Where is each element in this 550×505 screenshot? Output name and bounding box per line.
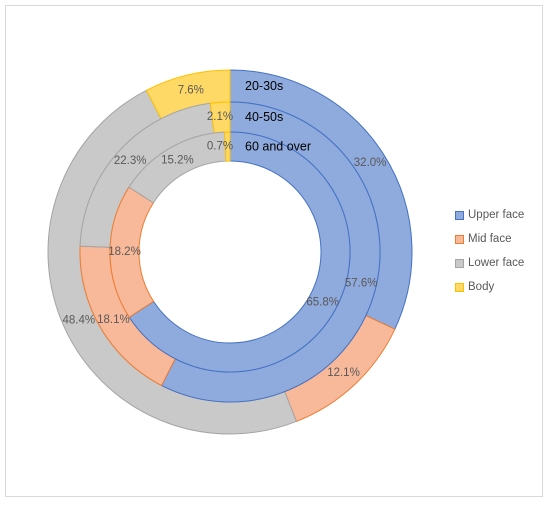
slice-60-and-over-upper-face (128, 131, 351, 373)
label-60-and-over-body: 0.7% (207, 141, 233, 153)
label-20-30s-lower-face: 48.4% (62, 315, 95, 327)
label-20-30s-mid-face: 12.1% (327, 367, 360, 379)
legend-label: Mid face (468, 233, 512, 245)
legend-label: Lower face (468, 257, 525, 269)
legend-item-mid-face: Mid face (455, 227, 524, 251)
label-60-and-over-lower-face: 15.2% (161, 155, 194, 167)
label-40-50s-lower-face: 22.3% (114, 155, 147, 167)
legend-item-lower-face: Lower face (455, 251, 524, 275)
legend-label: Upper face (468, 209, 525, 221)
legend-swatch-lower-face (455, 258, 464, 268)
label-40-50s-mid-face: 18.1% (97, 314, 130, 326)
label-60-and-over-upper-face: 65.8% (306, 296, 339, 308)
series-name-60-and-over: 60 and over (245, 140, 311, 154)
label-60-and-over-mid-face: 18.2% (108, 246, 141, 258)
label-20-30s-upper-face: 32.0% (354, 157, 387, 169)
series-name-20-30s: 20-30s (245, 79, 283, 93)
legend-item-body: Body (455, 275, 524, 299)
label-40-50s-body: 2.1% (207, 111, 233, 123)
label-20-30s-body: 7.6% (178, 85, 204, 97)
legend-swatch-upper-face (455, 210, 464, 220)
label-40-50s-upper-face: 57.6% (345, 278, 378, 290)
legend: Upper face Mid face Lower face Body (455, 203, 524, 299)
legend-swatch-mid-face (455, 234, 464, 244)
legend-swatch-body (455, 282, 464, 292)
legend-label: Body (468, 281, 495, 293)
ring-names-layer: 20-30s 40-50s 60 and over (245, 79, 311, 154)
legend-item-upper-face: Upper face (455, 203, 524, 227)
labels-layer: 32.0% 12.1% 48.4% 7.6% 57.6% 18.1% 22.3% 2.1% 65… (62, 85, 386, 379)
slice-60-and-over-body (224, 131, 231, 162)
rings-layer (47, 69, 413, 435)
series-name-40-50s: 40-50s (245, 110, 283, 124)
